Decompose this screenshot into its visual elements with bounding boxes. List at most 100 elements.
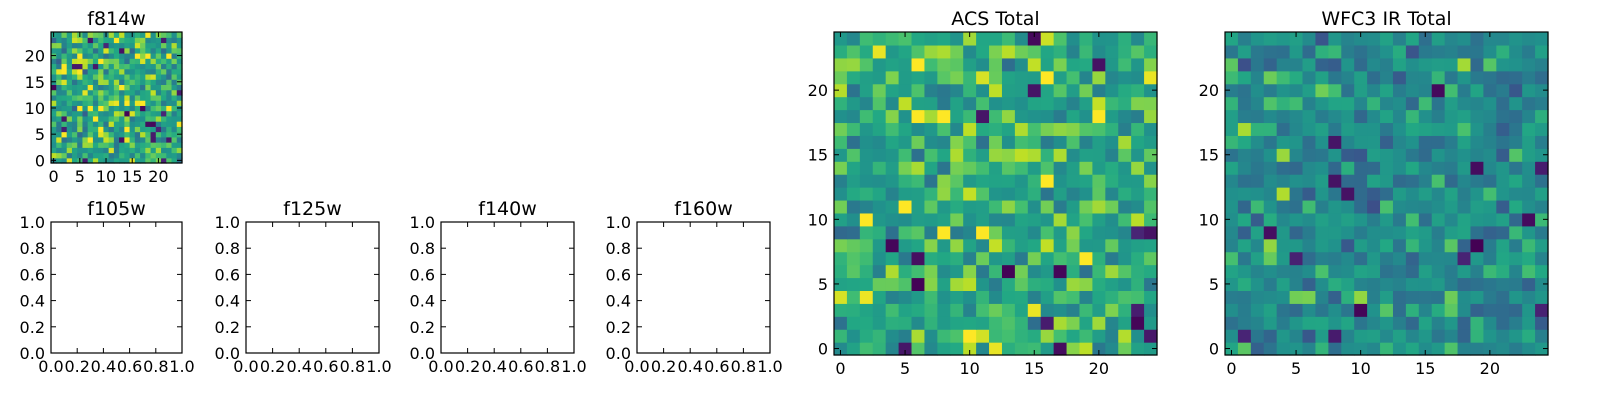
heatmap-cell (1302, 303, 1317, 317)
heatmap-cell (150, 126, 157, 133)
heatmap-cell (1105, 199, 1119, 214)
heatmap-cell (119, 42, 125, 49)
heatmap-cell (171, 79, 178, 85)
heatmap-cell (140, 84, 146, 91)
heatmap-cell (1092, 148, 1106, 162)
heatmap-cell (1237, 96, 1252, 111)
heatmap-cell (150, 131, 157, 138)
heatmap-cell (150, 42, 157, 49)
heatmap-cell (119, 152, 125, 159)
heatmap-cell (113, 94, 120, 101)
heatmap-cell (1066, 212, 1081, 227)
heatmap-cell (92, 157, 99, 164)
heatmap-cell (1092, 109, 1106, 124)
heatmap-cell (1367, 187, 1381, 201)
heatmap-cell (1483, 174, 1497, 188)
heatmap-cell (145, 79, 152, 85)
heatmap-cell (1509, 83, 1523, 98)
heatmap-cell (1328, 109, 1342, 124)
heatmap-cell (92, 110, 99, 117)
y-tick-label: 5 (35, 125, 45, 144)
heatmap-cell (1509, 32, 1523, 46)
heatmap-cell (1509, 44, 1523, 59)
heatmap-cell (77, 73, 84, 80)
heatmap-cell (859, 251, 874, 266)
heatmap-cell (1315, 32, 1329, 46)
heatmap-cell (66, 131, 73, 138)
heatmap-cell (134, 105, 141, 112)
heatmap-cell (1302, 199, 1317, 214)
heatmap-cell (963, 238, 977, 253)
heatmap-cell (1131, 148, 1145, 162)
heatmap-cell (113, 100, 120, 106)
heatmap-cell (1444, 109, 1459, 124)
heatmap-cell (1276, 199, 1291, 214)
heatmap-cell (1079, 212, 1093, 227)
heatmap-cell (1250, 161, 1265, 175)
heatmap-cell (1263, 238, 1278, 253)
heatmap-cell (145, 100, 152, 106)
heatmap-cell (1053, 303, 1068, 317)
heatmap-cell (66, 142, 73, 148)
heatmap-cell (859, 174, 874, 188)
heatmap-cell (1496, 342, 1510, 356)
heatmap-cell (1001, 303, 1016, 317)
heatmap-cell (1315, 96, 1329, 111)
heatmap-cell (150, 100, 157, 106)
heatmap-cell (1066, 225, 1081, 240)
heatmap-cell (171, 142, 178, 148)
heatmap-cell (1225, 329, 1239, 343)
heatmap-cell (61, 136, 68, 143)
heatmap-cell (1092, 122, 1106, 136)
heatmap-cell (61, 157, 68, 164)
heatmap-cell (924, 329, 938, 343)
heatmap-cell (92, 84, 99, 91)
heatmap-cell (1237, 238, 1252, 253)
heatmap-cell (1118, 264, 1132, 279)
heatmap-cell (145, 89, 152, 96)
heatmap-cell (166, 73, 173, 80)
x-tick-label: 0.4 (286, 357, 311, 376)
heatmap-cell (1470, 264, 1484, 279)
heatmap-cell (1105, 122, 1119, 136)
heatmap-cell (1328, 122, 1342, 136)
heatmap-cell (1040, 161, 1055, 175)
heatmap-cell (56, 100, 63, 106)
heatmap-cell (92, 52, 99, 59)
heatmap-cell (176, 89, 183, 96)
y-tick-label: 15 (25, 73, 45, 92)
heatmap-cell (61, 94, 68, 101)
heatmap-cell (119, 58, 125, 65)
heatmap-cell (950, 187, 964, 201)
heatmap-cell (834, 135, 848, 149)
y-tick-label: 0.4 (410, 292, 435, 311)
heatmap-cell (1380, 32, 1394, 46)
heatmap-cell (1250, 44, 1265, 59)
heatmap-cell (176, 37, 183, 44)
heatmap-cell (1431, 225, 1446, 240)
heatmap-cell (103, 131, 110, 138)
heatmap-cell (166, 157, 173, 164)
heatmap-cell (1496, 212, 1510, 227)
heatmap-cell (155, 110, 162, 117)
heatmap-cell (1483, 342, 1497, 356)
heatmap-cell (87, 79, 94, 85)
panel-title: f105w (87, 198, 146, 220)
heatmap-cell (1315, 187, 1329, 201)
heatmap-cell (71, 152, 78, 159)
heatmap-cell (1380, 83, 1394, 98)
heatmap-cell (1470, 122, 1484, 136)
heatmap-cell (1027, 277, 1042, 291)
heatmap-cell (924, 83, 938, 98)
heatmap-cell (1328, 135, 1342, 149)
heatmap-cell (1470, 251, 1484, 266)
heatmap-cell (61, 68, 68, 75)
heatmap-cell (1354, 70, 1368, 85)
heatmap-cell (145, 58, 152, 65)
heatmap-cell (846, 303, 861, 317)
heatmap-cell (885, 199, 900, 214)
heatmap-cell (71, 42, 78, 49)
heatmap-cell (1225, 135, 1239, 149)
heatmap-cell (1237, 212, 1252, 227)
heatmap-cell (1263, 225, 1278, 240)
